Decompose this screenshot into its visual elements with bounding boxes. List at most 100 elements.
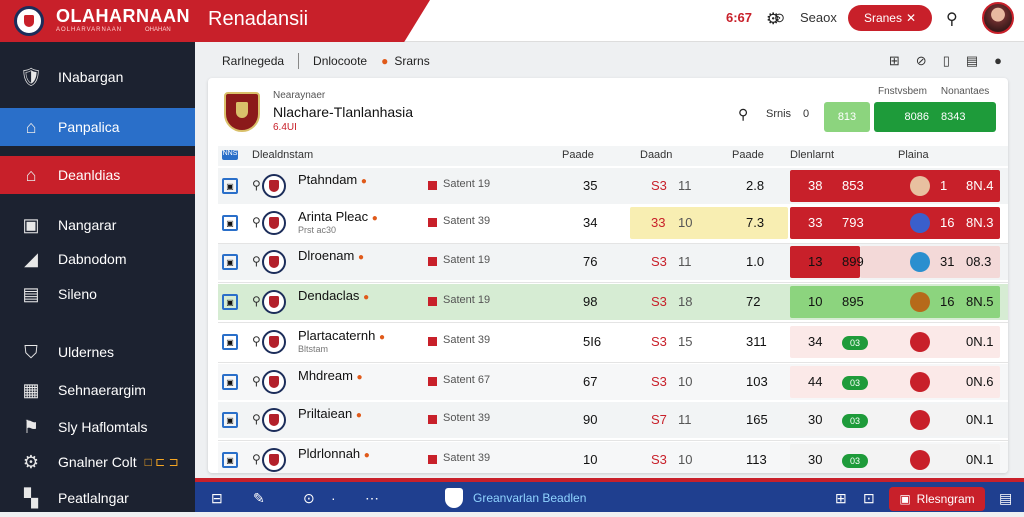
- col-dlenlarnt[interactable]: Dlenlarnt: [790, 149, 835, 161]
- team-badge-icon[interactable]: [910, 372, 930, 392]
- table-row[interactable]: ▣ ⚲ Dendaclas ● Satent 19 98 S3 18 72 10 895 16 8N.…: [218, 284, 1008, 320]
- row-tag-icon[interactable]: ▣: [222, 452, 238, 468]
- club-crest-icon: [262, 250, 286, 274]
- stat-bar: [790, 366, 1000, 398]
- table-row[interactable]: ▣ ⚲ Pldrlonnah ● Satent 39 10 S3 10 113 30 03 0N.1: [218, 442, 1008, 473]
- row-tag-icon[interactable]: ▣: [222, 334, 238, 350]
- flag-icon: ●: [360, 176, 367, 187]
- bottom-action-button[interactable]: ▣ Rlesngram: [889, 487, 985, 511]
- breadcrumb-item-1[interactable]: Dnlocoote: [313, 54, 368, 68]
- breadcrumb-item-0[interactable]: Rarlnegeda: [222, 54, 285, 68]
- stat-value: 793: [842, 215, 864, 230]
- player-subtitle: Prst ac30: [298, 225, 337, 235]
- grid-icon[interactable]: ⊟: [211, 490, 223, 506]
- search-icon[interactable]: ⚲: [946, 11, 958, 28]
- brand-logo[interactable]: [14, 6, 44, 36]
- refresh-icon[interactable]: ⊘: [915, 53, 927, 68]
- col-plaina[interactable]: Plaina: [898, 149, 929, 161]
- row-search-icon[interactable]: ⚲: [252, 374, 261, 388]
- sidebar-item-label: Peatlalngar: [58, 490, 129, 506]
- breadcrumb-item-2[interactable]: Srarns: [394, 54, 430, 68]
- row-tag-icon[interactable]: ▣: [222, 294, 238, 310]
- team-badge-icon[interactable]: [910, 292, 930, 312]
- table-row[interactable]: ▣ ⚲ Ptahndam ● Satent 19 35 S3 11 2.8 38 853 1 8N.4: [218, 168, 1008, 204]
- clock-icon[interactable]: ⊙: [303, 490, 315, 506]
- sidebar-item-5[interactable]: ▤ Sileno: [0, 275, 195, 313]
- cell-value: 10: [583, 452, 598, 467]
- row-search-icon[interactable]: ⚲: [252, 178, 261, 192]
- col-paade[interactable]: Paade: [562, 149, 594, 161]
- search-label[interactable]: Seaox: [800, 10, 837, 25]
- sidebar-item-8[interactable]: ⚑ Sly Haflomtals: [0, 408, 195, 446]
- player-name[interactable]: Priltaiean ●: [298, 406, 362, 421]
- table-row[interactable]: ▣ ⚲ Mhdream ● Satent 67 67 S3 10 103 44 03 0N.6: [218, 364, 1008, 400]
- player-name[interactable]: Pldrlonnah ●: [298, 446, 370, 461]
- table-row[interactable]: ▣ ⚲ Priltaiean ● Sotent 39 90 S7 11 165 30 03 0N.1: [218, 402, 1008, 438]
- col-daadn[interactable]: Daadn: [640, 149, 673, 161]
- team-badge-icon[interactable]: [910, 213, 930, 233]
- row-tag-icon[interactable]: ▣: [222, 215, 238, 231]
- team-badge-icon[interactable]: [910, 332, 930, 352]
- player-name[interactable]: Dendaclas ●: [298, 288, 370, 303]
- sidebar-item-1[interactable]: ⌂ Panpalica: [0, 108, 195, 146]
- team-search-label[interactable]: Srnis: [766, 108, 792, 120]
- sidebar-item-label: Sileno: [58, 286, 97, 302]
- columns-icon[interactable]: ▯: [942, 53, 950, 68]
- row-search-icon[interactable]: ⚲: [252, 254, 261, 268]
- search-icon[interactable]: ⚲: [738, 106, 749, 122]
- player-name[interactable]: Dlroenam ●: [298, 248, 365, 263]
- col-name[interactable]: Dlealdnstam: [252, 149, 314, 161]
- action-button[interactable]: Sranes ✕: [848, 5, 932, 31]
- player-name[interactable]: Mhdream ●: [298, 368, 363, 383]
- team-badge-icon[interactable]: [910, 450, 930, 470]
- link-icon[interactable]: ⊡: [863, 490, 875, 506]
- sidebar-item-9[interactable]: ⚙ Gnalner Colt □ ⊏ ⊐: [0, 443, 195, 481]
- stat-value: 38: [808, 178, 823, 193]
- cell-value: 165: [746, 412, 768, 427]
- row-tag-icon[interactable]: ▣: [222, 254, 238, 270]
- row-search-icon[interactable]: ⚲: [252, 215, 261, 229]
- stat-value: 30: [808, 452, 823, 467]
- col-paade-2[interactable]: Paade: [732, 149, 764, 161]
- player-name[interactable]: Ptahndam ●: [298, 172, 367, 187]
- info-icon[interactable]: ●: [994, 53, 1002, 68]
- settings-icon[interactable]: ⚙: [766, 11, 781, 28]
- row-search-icon[interactable]: ⚲: [252, 452, 261, 466]
- sidebar-item-10[interactable]: ▚ Peatlalngar: [0, 479, 195, 517]
- score-pill-wide[interactable]: 8086 8343: [874, 102, 996, 132]
- player-name[interactable]: Arinta Pleac ●: [298, 209, 378, 224]
- table-row[interactable]: ▣ ⚲ Arinta Pleac ● Prst ac30 Satent 39 34 33 10…: [218, 205, 1008, 241]
- row-tag-icon[interactable]: ▣: [222, 178, 238, 194]
- row-tag-icon[interactable]: ▣: [222, 374, 238, 390]
- flag-icon: ⚑: [22, 416, 40, 437]
- sidebar-item-7[interactable]: ▦ Sehnaerargim: [0, 371, 195, 409]
- row-search-icon[interactable]: ⚲: [252, 294, 261, 308]
- club-crest-icon: [445, 488, 463, 508]
- menu-icon[interactable]: ▤: [999, 490, 1013, 506]
- score-pill[interactable]: 813: [824, 102, 870, 132]
- sidebar-item-6[interactable]: ⛉ Uldernes: [0, 333, 195, 371]
- team-badge-icon[interactable]: [910, 176, 930, 196]
- table-row[interactable]: ▣ ⚲ Plartacaternh ● Bltstam Satent 39 5I6 S3 15…: [218, 324, 1008, 360]
- player-name[interactable]: Plartacaternh ●: [298, 328, 385, 343]
- edit-icon[interactable]: ✎: [253, 490, 265, 506]
- sidebar-item-2[interactable]: ⌂ Deanldias: [0, 156, 195, 194]
- grid-view-icon[interactable]: ⊞: [888, 53, 900, 68]
- table-row[interactable]: ▣ ⚲ Dlroenam ● Satent 19 76 S3 11 1.0 13 899 31 08.…: [218, 244, 1008, 280]
- sidebar-item-0[interactable]: 🛡 INabargan: [0, 58, 195, 96]
- row-search-icon[interactable]: ⚲: [252, 412, 261, 426]
- team-badge-icon[interactable]: [910, 410, 930, 430]
- sidebar-item-3[interactable]: ▣ Nangarar: [0, 206, 195, 244]
- app-title: Renadansii: [208, 8, 309, 30]
- row-search-icon[interactable]: ⚲: [252, 334, 261, 348]
- list-icon[interactable]: ▤: [965, 53, 979, 68]
- team-badge-icon[interactable]: [910, 252, 930, 272]
- grid-icon[interactable]: ⊞: [835, 490, 847, 506]
- sidebar-item-4[interactable]: ◢ Dabnodom: [0, 240, 195, 278]
- avatar[interactable]: [982, 2, 1014, 34]
- cell-value: 10: [678, 452, 693, 467]
- status-badge: 03: [842, 454, 868, 468]
- more-icon[interactable]: ⋯: [365, 490, 379, 506]
- stat-value: 895: [842, 294, 864, 309]
- row-tag-icon[interactable]: ▣: [222, 412, 238, 428]
